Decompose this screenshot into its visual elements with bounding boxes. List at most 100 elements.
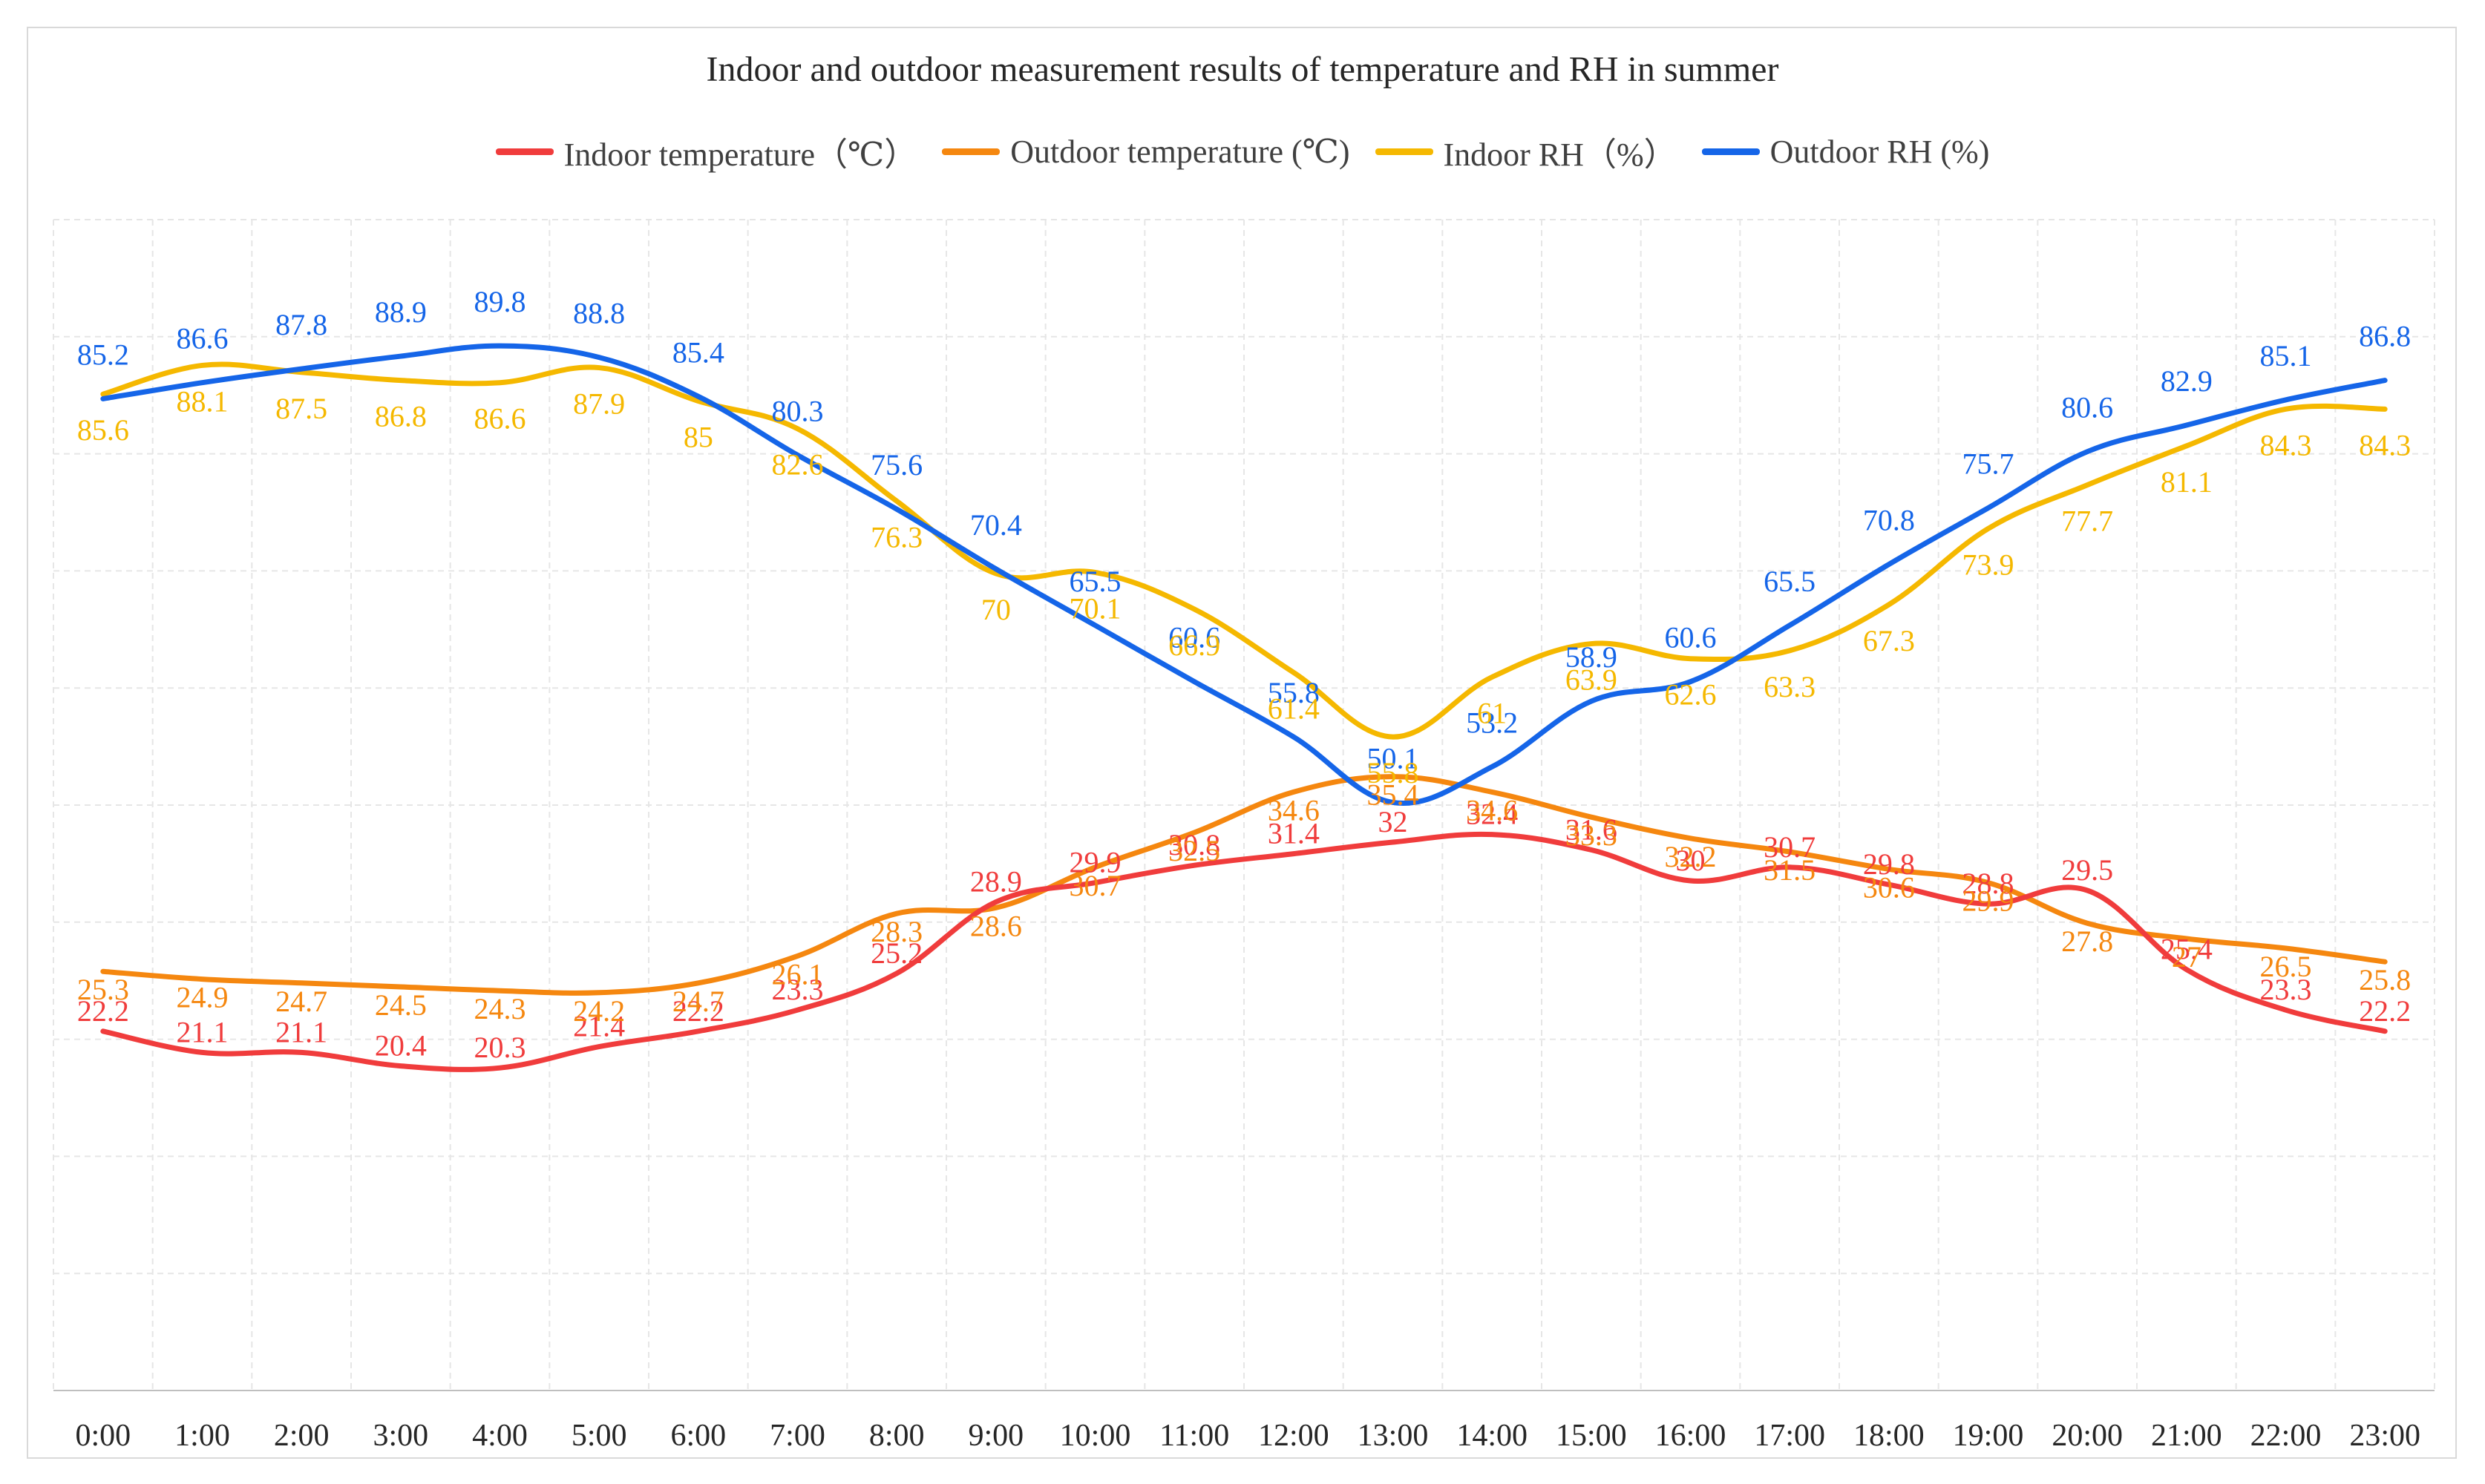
x-tick-label: 9:00	[968, 1419, 1024, 1453]
series-indoor-rh-point	[597, 365, 602, 370]
series-indoor-rh-data-label: 61	[1477, 697, 1507, 730]
series-outdoor-temperature-data-label: 24.7	[275, 985, 327, 1018]
legend-item-indoor-temperature[interactable]: Indoor temperature（℃）	[495, 128, 917, 175]
x-tick-label: 6:00	[670, 1419, 726, 1453]
series-outdoor-temperature-data-label: 26.1	[772, 957, 824, 991]
series-indoor-rh-point	[2283, 407, 2288, 412]
x-tick-label: 14:00	[1456, 1419, 1528, 1453]
series-outdoor-temperature-data-label: 31.5	[1764, 853, 1816, 887]
series-indoor-rh-data-label: 73.9	[1962, 548, 2014, 582]
series-indoor-temperature-data-label: 30.8	[1168, 828, 1220, 861]
series-indoor-temperature-point	[1886, 882, 1891, 887]
series-indoor-temperature-point	[299, 1050, 304, 1055]
legend-item-outdoor-rh[interactable]: Outdoor RH (%)	[1701, 133, 1989, 171]
series-outdoor-rh-point	[1985, 505, 1991, 510]
series-indoor-temperature-point	[2085, 888, 2090, 893]
series-indoor-temperature-data-label: 23.3	[2260, 973, 2312, 1006]
series-indoor-temperature-data-label: 22.2	[77, 994, 129, 1028]
x-tick-label: 15:00	[1556, 1419, 1627, 1453]
series-indoor-temperature-line	[100, 831, 2388, 1072]
series-indoor-temperature-point	[1985, 902, 1991, 907]
series-indoor-temperature-data-label: 20.4	[375, 1029, 427, 1063]
series-indoor-rh-point	[100, 392, 105, 397]
series-indoor-temperature-point	[2383, 1028, 2388, 1034]
series-indoor-temperature-point	[993, 899, 998, 904]
series-indoor-rh-data-label: 63.9	[1565, 663, 1617, 697]
series-indoor-temperature-point	[894, 971, 900, 976]
series-outdoor-rh-point	[2184, 423, 2189, 428]
series-indoor-temperature-point	[1588, 847, 1594, 853]
series-indoor-temperature-data-label: 30	[1676, 844, 1706, 877]
series-indoor-temperature-point	[1490, 832, 1495, 837]
series-indoor-rh-data-label: 85	[684, 421, 713, 454]
series-indoor-rh-point	[894, 499, 900, 504]
series-outdoor-temperature-point	[2383, 959, 2388, 965]
series-indoor-rh-data-label: 63.3	[1764, 670, 1816, 703]
x-tick-label: 18:00	[1853, 1419, 1925, 1453]
series-indoor-rh-point	[1390, 735, 1395, 740]
series-outdoor-temperature-point	[299, 980, 304, 985]
series-outdoor-rh-data-label: 86.6	[177, 322, 229, 355]
series-outdoor-rh-data-label: 70.8	[1863, 504, 1915, 537]
series-indoor-temperature-data-label: 22.2	[672, 994, 724, 1028]
series-outdoor-rh-data-label: 50.1	[1367, 741, 1419, 775]
series-indoor-temperature-data-label: 31.6	[1565, 812, 1617, 846]
series-indoor-temperature-point	[1093, 880, 1098, 885]
legend-label: Indoor RH（%）	[1443, 137, 1677, 173]
series-outdoor-rh-data-label: 80.3	[772, 394, 824, 427]
series-indoor-rh-data-label: 70.1	[1070, 591, 1122, 625]
series-indoor-rh-data-label: 55.8	[1367, 756, 1419, 789]
series-indoor-rh-data-label: 88.1	[177, 384, 229, 418]
x-tick-label: 23:00	[2349, 1419, 2420, 1453]
series-indoor-temperature-data-label: 30.7	[1764, 830, 1816, 864]
series-outdoor-rh-point	[695, 394, 701, 399]
series-outdoor-temperature-point	[2184, 936, 2189, 941]
x-tick-label: 8:00	[869, 1419, 925, 1453]
series-indoor-rh-point	[695, 398, 701, 404]
series-outdoor-rh-data-label: 53.2	[1466, 706, 1518, 739]
series-outdoor-temperature-data-label: 24.2	[573, 994, 625, 1028]
series-indoor-temperature-data-label: 31.4	[1268, 817, 1320, 850]
legend-swatch	[942, 148, 1001, 155]
series-outdoor-temperature-data-label: 34.6	[1466, 793, 1518, 827]
series-outdoor-temperature-point	[2085, 921, 2090, 926]
series-indoor-rh-data-label: 66.9	[1168, 628, 1220, 662]
x-tick-label: 2:00	[274, 1419, 330, 1453]
series-outdoor-rh-point	[597, 355, 602, 360]
series-outdoor-rh-data-label: 60.6	[1665, 621, 1717, 654]
series-outdoor-temperature-point	[2283, 946, 2288, 951]
series-indoor-rh-data-label: 81.1	[2161, 465, 2213, 499]
legend-item-indoor-rh[interactable]: Indoor RH（%）	[1375, 128, 1677, 175]
series-outdoor-temperature-point	[1291, 789, 1296, 795]
legend: Indoor temperature（℃） Outdoor temperatur…	[0, 128, 2485, 175]
series-indoor-temperature-point	[1787, 864, 1792, 870]
series-outdoor-temperature-data-label: 24.7	[672, 985, 724, 1018]
series-outdoor-temperature-data-label: 32.2	[1665, 840, 1717, 873]
series-outdoor-temperature-data-label: 29.9	[1962, 884, 2014, 918]
legend-label: Outdoor temperature (℃)	[1010, 133, 1350, 170]
series-outdoor-temperature-data-label: 24.5	[375, 988, 427, 1022]
series-outdoor-rh-point	[2383, 378, 2388, 383]
series-indoor-rh-data-label: 86.8	[375, 400, 427, 433]
series-indoor-temperature-point	[1192, 863, 1197, 868]
series-indoor-rh-point	[398, 378, 403, 383]
series-outdoor-rh-point	[1787, 623, 1792, 628]
series-outdoor-rh-data-label: 80.6	[2061, 391, 2113, 424]
x-tick-label: 20:00	[2052, 1419, 2123, 1453]
series-indoor-temperature-data-label: 28.9	[970, 865, 1022, 899]
series-indoor-rh-point	[497, 380, 502, 385]
series-outdoor-rh-point	[497, 344, 502, 349]
series-outdoor-rh-point	[2085, 449, 2090, 454]
series-outdoor-temperature-point	[1490, 789, 1495, 795]
series-outdoor-temperature-data-label: 28.3	[871, 915, 923, 948]
series-outdoor-rh-data-label: 88.9	[375, 295, 427, 329]
x-tick-label: 5:00	[572, 1419, 627, 1453]
x-tick-label: 19:00	[1953, 1419, 2024, 1453]
series-outdoor-rh-data-label: 86.8	[2359, 320, 2411, 353]
series-outdoor-temperature-data-label: 24.3	[474, 992, 526, 1025]
x-tick-label: 12:00	[1258, 1419, 1329, 1453]
series-indoor-temperature-data-label: 21.1	[275, 1015, 327, 1048]
series-indoor-rh-data-label: 82.6	[772, 448, 824, 482]
legend-item-outdoor-temperature[interactable]: Outdoor temperature (℃)	[942, 133, 1350, 171]
legend-swatch	[495, 148, 554, 155]
